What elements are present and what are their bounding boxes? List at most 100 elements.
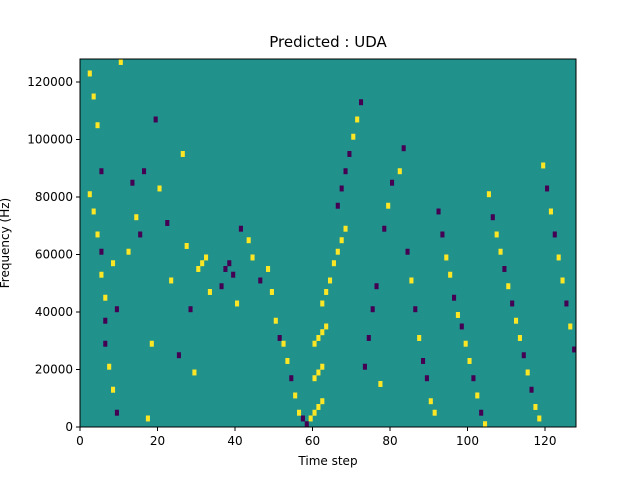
heatmap-cell <box>405 248 410 255</box>
heatmap-cell <box>486 191 491 198</box>
heatmap-cell <box>339 237 344 244</box>
heatmap-cell <box>304 421 309 428</box>
heatmap-cell <box>192 369 197 376</box>
x-tick-label: 0 <box>76 434 84 448</box>
heatmap-cell <box>107 363 112 370</box>
heatmap-cell <box>564 300 569 307</box>
heatmap-cell <box>95 122 100 129</box>
heatmap-cell <box>444 254 449 261</box>
heatmap-cell <box>548 208 553 215</box>
heatmap-cell <box>91 93 96 100</box>
heatmap-cell <box>235 300 240 307</box>
heatmap-cell <box>568 323 573 330</box>
heatmap-cell <box>517 335 522 341</box>
heatmap-cell <box>463 340 468 347</box>
heatmap-cell <box>223 266 228 272</box>
heatmap-cell <box>320 398 325 405</box>
heatmap-cell <box>339 185 344 192</box>
heatmap-cells <box>87 59 577 428</box>
heatmap-cell <box>312 409 317 416</box>
heatmap-cell <box>114 306 119 313</box>
heatmap-cell <box>95 231 100 238</box>
heatmap-cell <box>343 168 348 175</box>
heatmap-cell <box>285 358 290 364</box>
heatmap-cell <box>300 415 305 422</box>
heatmap-cell <box>184 243 189 249</box>
heatmap-cell <box>409 277 414 284</box>
heatmap-cell <box>471 375 476 382</box>
x-axis-label: Time step <box>298 454 358 468</box>
heatmap-cell <box>378 381 383 387</box>
plot-frame <box>79 58 577 428</box>
heatmap-cell <box>231 271 236 278</box>
heatmap-cell <box>134 214 139 221</box>
heatmap-cell <box>362 363 367 370</box>
heatmap-cell <box>397 168 402 175</box>
y-tick-label: 0 <box>65 420 73 434</box>
heatmap-cell <box>99 248 104 255</box>
heatmap-cell <box>545 185 550 192</box>
heatmap-cell <box>312 340 317 347</box>
heatmap-cell <box>506 283 511 290</box>
heatmap-cell <box>320 363 325 370</box>
heatmap-cell <box>436 208 441 215</box>
heatmap-cell <box>494 231 499 238</box>
heatmap-cell <box>421 358 426 364</box>
heatmap-cell <box>269 289 274 295</box>
y-tick-label: 40000 <box>35 305 73 319</box>
heatmap-cell <box>556 254 561 261</box>
heatmap-cell <box>475 392 480 399</box>
heatmap-cell <box>359 99 364 106</box>
heatmap-cell <box>114 409 119 416</box>
x-tick-label: 60 <box>305 434 320 448</box>
heatmap-cell <box>432 409 437 416</box>
heatmap-cell <box>424 375 429 382</box>
heatmap-cell <box>316 335 321 341</box>
x-tick-label: 40 <box>227 434 242 448</box>
heatmap-cell <box>366 335 371 341</box>
heatmap-cell <box>335 202 340 209</box>
heatmap-cell <box>401 145 406 152</box>
heatmap-cell <box>91 208 96 215</box>
heatmap-cell <box>153 116 158 123</box>
heatmap-cell <box>560 277 565 284</box>
heatmap-cell <box>514 317 519 324</box>
heatmap-cell <box>413 306 418 313</box>
heatmap-cell <box>169 277 174 284</box>
heatmap-cell <box>455 312 460 318</box>
heatmap-cell <box>246 237 251 244</box>
y-axis-ticks: 0 20000 40000 60000 80000 100000 120000 <box>27 75 80 434</box>
heatmap-cell <box>335 248 340 255</box>
heatmap-cell <box>103 294 108 301</box>
y-tick-label: 100000 <box>27 133 73 147</box>
heatmap-cell <box>537 415 542 422</box>
heatmap-cell <box>572 346 577 353</box>
heatmap-cell <box>448 271 453 278</box>
heatmap-cell <box>351 133 356 140</box>
heatmap-cell <box>552 231 557 238</box>
heatmap-cell <box>99 168 104 175</box>
heatmap-cell <box>188 306 193 313</box>
heatmap-cell <box>297 409 302 416</box>
heatmap-cell <box>87 191 92 198</box>
heatmap-cell <box>510 300 515 307</box>
y-tick-label: 20000 <box>35 363 73 377</box>
heatmap-cell <box>266 266 271 272</box>
heatmap-cell <box>390 179 395 186</box>
heatmap-cell <box>490 214 495 221</box>
heatmap-cell <box>331 260 336 267</box>
heatmap-cell <box>428 398 433 405</box>
y-tick-label: 60000 <box>35 248 73 262</box>
heatmap-cell <box>521 352 526 359</box>
heatmap-cell <box>145 415 150 422</box>
heatmap-cell <box>176 352 181 359</box>
heatmap-cell <box>258 277 263 284</box>
heatmap-cell <box>320 300 325 307</box>
x-tick-label: 20 <box>150 434 165 448</box>
heatmap-cell <box>308 415 313 422</box>
heatmap-cell <box>165 220 170 226</box>
heatmap-cell <box>200 260 205 267</box>
heatmap-cell <box>374 283 379 290</box>
heatmap-cell <box>479 409 484 416</box>
